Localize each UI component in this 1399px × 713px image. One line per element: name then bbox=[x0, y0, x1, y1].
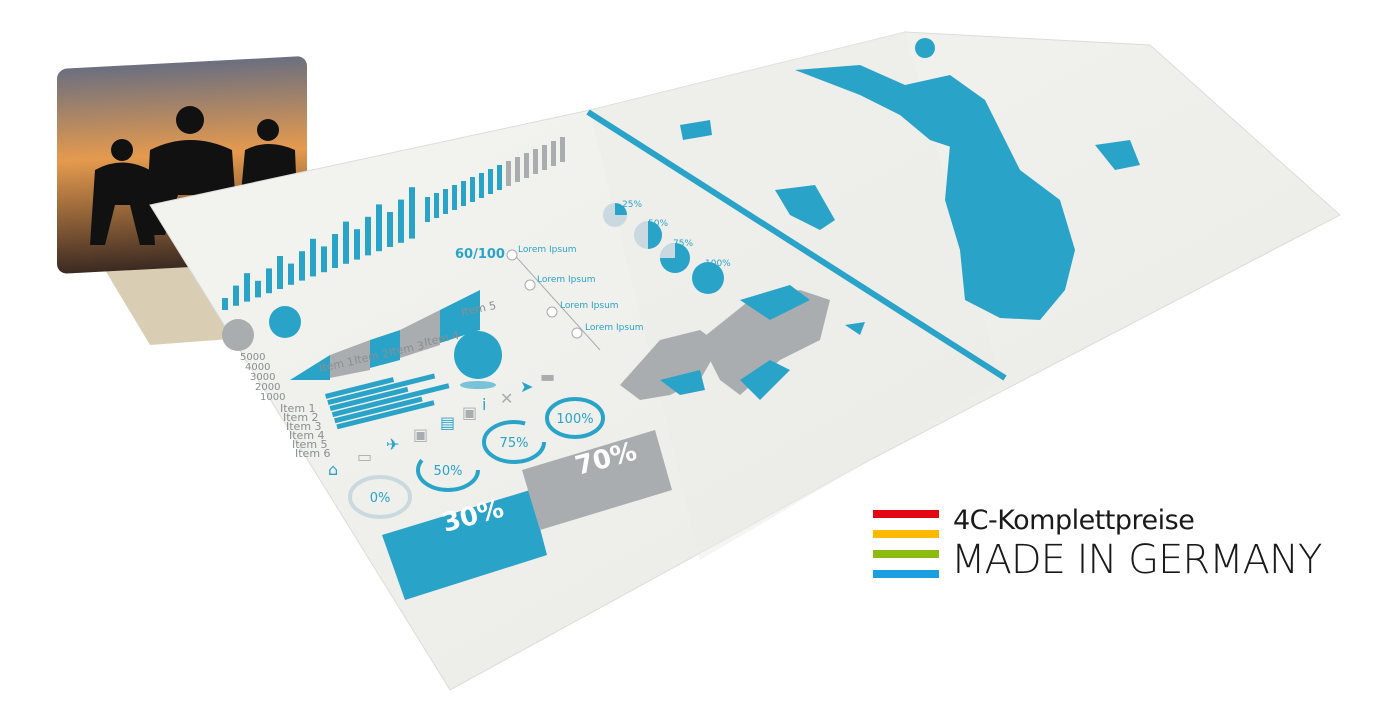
hbar-mark bbox=[327, 373, 436, 405]
bar-mark bbox=[425, 197, 430, 222]
bar-mark bbox=[222, 298, 228, 310]
bar-mark bbox=[233, 285, 239, 306]
ring-label: 50% bbox=[434, 464, 463, 479]
train-icon: ▣ bbox=[413, 425, 428, 444]
globe-icon bbox=[454, 331, 502, 379]
bar-mark bbox=[533, 149, 538, 174]
lorem-label: Lorem Ipsum bbox=[585, 323, 644, 333]
bar-mark bbox=[497, 165, 502, 190]
bar-mark bbox=[244, 273, 250, 302]
timeline: Lorem Ipsum Lorem Ipsum Lorem Ipsum Lore… bbox=[506, 245, 644, 351]
hbar-mark bbox=[331, 383, 450, 418]
stat-box-grey: 70% bbox=[522, 430, 672, 530]
bar-mark bbox=[560, 137, 565, 162]
bar-mark bbox=[506, 161, 511, 186]
hbar-mark bbox=[325, 377, 395, 399]
bar-mark bbox=[277, 256, 283, 289]
axis-label: 2000 bbox=[255, 382, 280, 393]
logo-bar-green bbox=[873, 550, 939, 558]
bus-icon: ▤ bbox=[440, 413, 455, 432]
bar-mark bbox=[288, 263, 294, 285]
logo-bar-orange bbox=[873, 530, 939, 538]
bar-mark bbox=[376, 204, 382, 252]
bar-mark bbox=[515, 157, 520, 182]
bar-mark bbox=[310, 238, 316, 277]
bar-mark bbox=[443, 189, 448, 214]
bar-mark bbox=[255, 280, 261, 298]
axis-label: 1000 bbox=[260, 392, 285, 403]
axis-label: 4000 bbox=[245, 362, 270, 373]
logo-bar-red bbox=[873, 510, 939, 518]
ring-label: 0% bbox=[370, 491, 391, 506]
axis-label: 3000 bbox=[250, 372, 275, 383]
item-label: Item 2 bbox=[283, 411, 319, 424]
bar-mark bbox=[479, 173, 484, 198]
train-icon: ▣ bbox=[462, 403, 477, 422]
item-label: Item 1 bbox=[280, 402, 316, 415]
bar-mark bbox=[398, 199, 404, 243]
pie-label: 25% bbox=[622, 200, 642, 210]
bar-mark bbox=[434, 193, 439, 218]
ring-label: 100% bbox=[556, 412, 593, 427]
car-icon: ▭ bbox=[357, 447, 372, 466]
bar-mark bbox=[387, 212, 393, 247]
score-label: 60/100 bbox=[455, 247, 505, 262]
pie-label: 50% bbox=[648, 219, 668, 229]
bar-mark bbox=[461, 181, 466, 206]
lorem-label: Lorem Ipsum bbox=[560, 301, 619, 311]
bar-mark bbox=[332, 234, 338, 268]
bar-mark bbox=[343, 221, 349, 264]
bar-mark bbox=[551, 141, 556, 166]
pie-label: 75% bbox=[673, 239, 693, 249]
progress-rings: 0% 50% 75% 100% bbox=[348, 397, 605, 519]
bar-mark bbox=[354, 229, 360, 260]
person-circle-blue bbox=[269, 306, 301, 338]
hbar-mark bbox=[334, 396, 423, 424]
region-map bbox=[680, 38, 1140, 320]
logo-tagline: 4C-Komplettpreise bbox=[953, 505, 1195, 536]
home-icon: ⌂ bbox=[328, 460, 338, 479]
bar-mark bbox=[452, 185, 457, 210]
bar-mark bbox=[299, 251, 305, 281]
info-icon: i bbox=[482, 395, 486, 414]
send-icon: ➤ bbox=[520, 377, 533, 396]
logo-bar-blue bbox=[873, 570, 939, 578]
step-chart bbox=[290, 290, 480, 380]
lorem-label: Lorem Ipsum bbox=[518, 245, 577, 255]
ring-label: 75% bbox=[500, 436, 529, 451]
item-label: Item 4 bbox=[289, 429, 325, 442]
bar-mark bbox=[266, 268, 272, 294]
item-label: Item 5 bbox=[292, 438, 328, 451]
item-label: Item 3 bbox=[286, 420, 322, 433]
bar-mark bbox=[524, 153, 529, 178]
map-pin-icon bbox=[915, 38, 935, 58]
axis-labels: 5000 4000 3000 2000 1000 bbox=[240, 352, 285, 403]
pie-label: 100% bbox=[705, 259, 731, 269]
lorem-label: Lorem Ipsum bbox=[537, 275, 596, 285]
cutlery-icon: ✕ bbox=[500, 389, 513, 408]
person-circle-grey bbox=[222, 319, 254, 351]
plane-icon: ✈ bbox=[386, 435, 399, 454]
tall-bar-chart bbox=[425, 137, 565, 222]
bar-mark bbox=[488, 169, 493, 194]
pie-column: 25% 50% 75% 100% bbox=[603, 200, 731, 294]
logo-title: MADE IN GERMANY bbox=[951, 537, 1322, 583]
hbar-mark bbox=[336, 400, 435, 430]
world-map bbox=[620, 285, 865, 400]
bar-mark bbox=[365, 216, 371, 256]
bar-mark bbox=[409, 187, 415, 239]
bed-icon: ▬ bbox=[540, 367, 555, 386]
mini-bar-chart bbox=[222, 187, 415, 310]
bar-mark bbox=[321, 246, 327, 273]
item-label: Item 6 bbox=[295, 447, 331, 460]
axis-label: 5000 bbox=[240, 352, 265, 363]
bar-mark bbox=[470, 177, 475, 202]
bar-mark bbox=[542, 145, 547, 170]
divider-line bbox=[586, 109, 1007, 381]
hbar-mark bbox=[329, 386, 409, 412]
icon-row: ⌂ ▭ ✈ ▣ ▤ ▣ i ✕ ➤ ▬ bbox=[328, 367, 555, 479]
